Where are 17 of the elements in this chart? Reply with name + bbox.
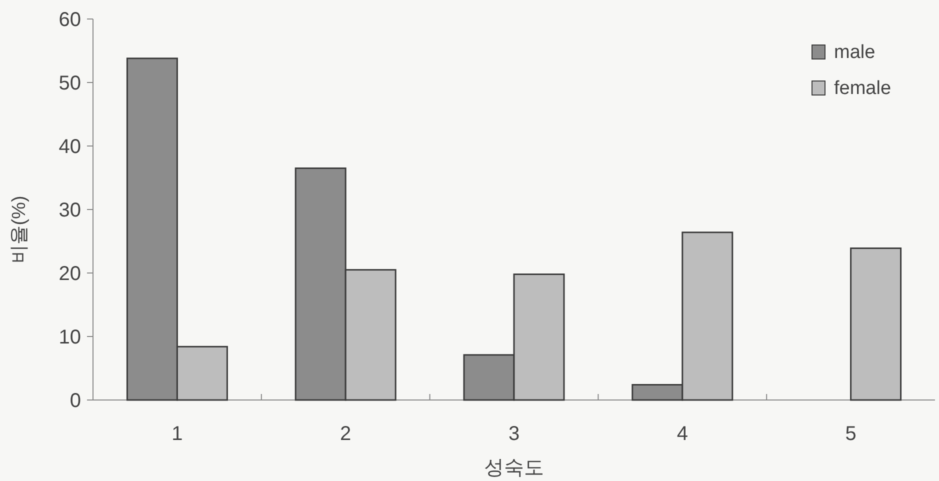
y-tick-label: 40	[58, 136, 81, 158]
x-tick-label: 1	[172, 423, 183, 445]
legend-label: male	[834, 42, 876, 63]
y-tick-label: 30	[58, 200, 81, 222]
y-axis-title: 비율(%)	[9, 196, 30, 264]
x-tick-label: 5	[845, 423, 856, 445]
y-tick-label: 20	[58, 263, 81, 285]
x-axis-title: 성숙도	[484, 457, 544, 479]
legend-label: female	[834, 78, 892, 99]
x-tick-label: 2	[340, 423, 352, 445]
bar	[850, 247, 902, 401]
x-tick-label: 4	[676, 423, 688, 445]
y-tick-label: 0	[70, 390, 81, 412]
y-tick-label: 10	[58, 326, 81, 348]
y-tick-label: 50	[58, 72, 81, 94]
y-tick-label: 60	[58, 9, 81, 31]
x-tick-label: 3	[508, 423, 520, 445]
